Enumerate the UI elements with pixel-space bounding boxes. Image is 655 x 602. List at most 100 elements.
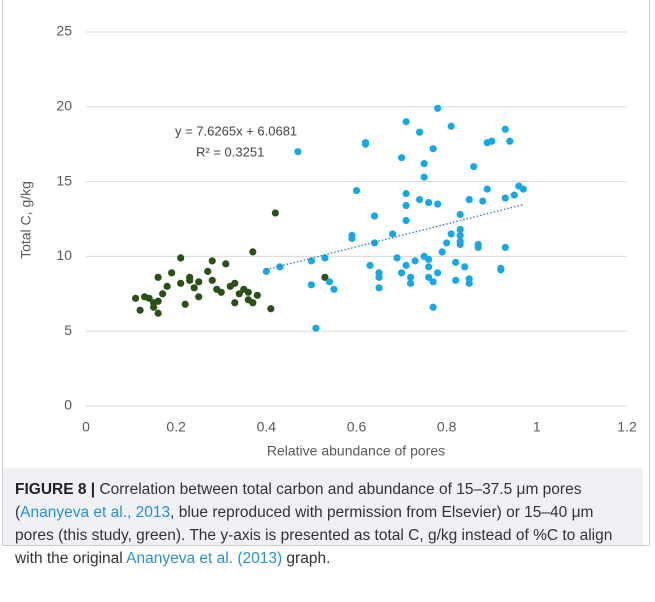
data-point bbox=[145, 294, 153, 302]
data-point bbox=[402, 201, 410, 210]
data-point bbox=[321, 273, 329, 281]
x-tick-label: 0.4 bbox=[257, 419, 277, 435]
r-squared: R² = 0.3251 bbox=[196, 144, 264, 159]
data-point bbox=[267, 305, 275, 313]
data-point bbox=[447, 122, 455, 130]
data-point bbox=[447, 230, 455, 238]
data-point bbox=[393, 254, 401, 262]
data-point bbox=[388, 230, 397, 238]
data-point bbox=[204, 267, 212, 275]
data-point bbox=[488, 137, 496, 145]
data-point bbox=[425, 255, 433, 263]
caption-label: FIGURE 8 | bbox=[15, 481, 96, 498]
y-tick-label: 5 bbox=[64, 322, 72, 338]
y-tick-label: 0 bbox=[64, 397, 72, 413]
data-point bbox=[429, 145, 437, 153]
data-point bbox=[348, 231, 356, 240]
data-point bbox=[366, 261, 374, 269]
data-point bbox=[312, 324, 320, 332]
data-point bbox=[231, 299, 239, 307]
data-point bbox=[452, 276, 460, 284]
data-point bbox=[407, 279, 415, 287]
x-tick-label: 0.8 bbox=[437, 419, 457, 435]
data-point bbox=[425, 198, 433, 207]
data-point bbox=[510, 191, 518, 199]
data-point bbox=[262, 267, 270, 275]
data-point bbox=[483, 185, 491, 193]
data-point bbox=[434, 269, 442, 277]
y-tick-label: 10 bbox=[56, 247, 72, 263]
data-point bbox=[307, 281, 316, 289]
data-point bbox=[506, 137, 514, 145]
data-point bbox=[131, 294, 140, 302]
x-tick-label: 1.2 bbox=[617, 419, 637, 435]
y-tick-label: 25 bbox=[56, 23, 72, 39]
data-point bbox=[456, 225, 464, 234]
y-axis-title: Total C, g/kg bbox=[18, 181, 34, 259]
data-point bbox=[456, 210, 464, 219]
data-point bbox=[479, 197, 487, 205]
data-point bbox=[154, 309, 162, 317]
data-point bbox=[434, 200, 442, 208]
data-point bbox=[375, 273, 383, 281]
data-point bbox=[452, 258, 460, 266]
data-point bbox=[429, 278, 437, 286]
data-point bbox=[416, 128, 424, 136]
data-point bbox=[186, 276, 194, 284]
data-point bbox=[456, 231, 464, 240]
data-point bbox=[159, 290, 167, 298]
data-point bbox=[271, 209, 279, 217]
data-point bbox=[361, 140, 370, 148]
data-point bbox=[370, 212, 379, 220]
data-point bbox=[425, 273, 433, 281]
trend-line bbox=[266, 203, 524, 271]
data-point bbox=[461, 263, 469, 271]
data-point bbox=[231, 279, 239, 287]
data-point bbox=[208, 257, 216, 265]
data-point bbox=[416, 195, 424, 204]
data-point bbox=[249, 299, 257, 307]
data-point bbox=[402, 118, 410, 126]
data-point bbox=[434, 104, 442, 112]
data-point bbox=[465, 195, 473, 204]
figure-frame bbox=[2, 0, 650, 546]
data-point bbox=[465, 279, 473, 287]
data-point bbox=[217, 288, 225, 296]
data-point bbox=[163, 282, 171, 290]
trend-equation: y = 7.6265x + 6.0681 bbox=[175, 123, 297, 138]
data-point bbox=[195, 278, 203, 286]
data-point bbox=[397, 269, 406, 277]
data-point bbox=[235, 290, 243, 298]
data-point bbox=[501, 125, 509, 133]
y-tick-label: 15 bbox=[56, 172, 72, 188]
data-point bbox=[307, 257, 316, 265]
data-point bbox=[136, 306, 144, 314]
data-point bbox=[325, 278, 334, 286]
data-point bbox=[407, 273, 415, 281]
data-point bbox=[470, 163, 478, 171]
data-point bbox=[497, 264, 505, 272]
data-point bbox=[402, 216, 410, 225]
citation-link[interactable]: Ananyeva et al., 2013 bbox=[20, 504, 171, 521]
data-point bbox=[402, 261, 410, 269]
x-tick-label: 0.2 bbox=[166, 419, 186, 435]
data-point bbox=[420, 160, 428, 168]
citation-link[interactable]: Ananyeva et al. (2013) bbox=[126, 550, 283, 567]
data-point bbox=[330, 285, 338, 293]
data-point bbox=[402, 189, 410, 198]
data-point bbox=[168, 269, 176, 277]
data-point bbox=[195, 293, 203, 301]
data-point bbox=[519, 185, 527, 193]
data-point bbox=[397, 154, 406, 162]
data-point bbox=[177, 254, 185, 262]
data-point bbox=[438, 248, 446, 256]
data-point bbox=[501, 243, 509, 252]
data-point bbox=[501, 194, 509, 202]
data-point bbox=[222, 260, 230, 268]
x-axis-title: Relative abundance of pores bbox=[267, 443, 445, 459]
data-point bbox=[456, 237, 464, 246]
x-tick-label: 0.6 bbox=[347, 419, 367, 435]
data-point bbox=[150, 303, 158, 311]
data-point bbox=[294, 148, 302, 156]
